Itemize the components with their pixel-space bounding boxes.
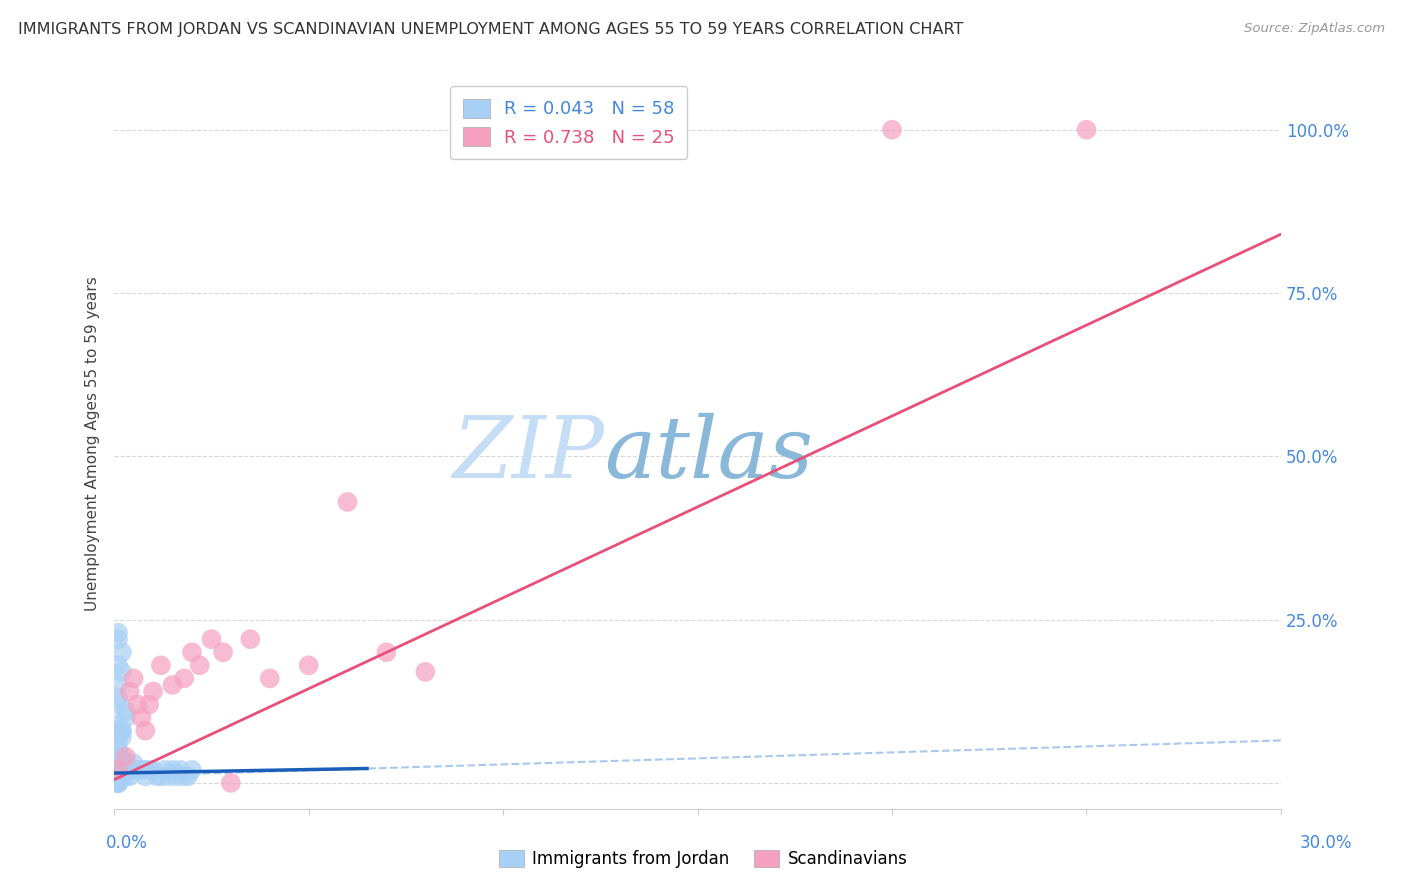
Point bbox=[107, 776, 129, 790]
Point bbox=[122, 672, 145, 686]
Point bbox=[107, 698, 129, 712]
Point bbox=[111, 723, 134, 738]
Point bbox=[173, 672, 195, 686]
Point bbox=[127, 698, 149, 712]
Text: Source: ZipAtlas.com: Source: ZipAtlas.com bbox=[1244, 22, 1385, 36]
Text: 0.0%: 0.0% bbox=[105, 834, 148, 852]
Point bbox=[336, 495, 359, 509]
Point bbox=[134, 769, 156, 783]
Point bbox=[162, 678, 184, 692]
Point bbox=[111, 723, 134, 738]
Point bbox=[142, 684, 165, 698]
Point bbox=[107, 776, 129, 790]
Point bbox=[107, 678, 129, 692]
Point bbox=[880, 122, 903, 136]
Point bbox=[212, 645, 235, 659]
Point bbox=[239, 632, 262, 647]
Point bbox=[173, 769, 195, 783]
Point bbox=[111, 730, 134, 744]
Point bbox=[219, 776, 242, 790]
Point bbox=[415, 665, 437, 679]
Point bbox=[111, 756, 134, 771]
Point bbox=[162, 763, 184, 777]
Point bbox=[165, 769, 187, 783]
Point bbox=[153, 763, 176, 777]
Text: ZIP: ZIP bbox=[453, 413, 605, 496]
Point bbox=[118, 763, 141, 777]
Point bbox=[118, 684, 141, 698]
Point bbox=[134, 723, 156, 738]
Point bbox=[107, 763, 129, 777]
Point bbox=[122, 763, 145, 777]
Point bbox=[107, 776, 129, 790]
Point bbox=[111, 749, 134, 764]
Point bbox=[115, 710, 138, 724]
Point bbox=[107, 776, 129, 790]
Text: atlas: atlas bbox=[605, 413, 813, 496]
Point bbox=[259, 672, 281, 686]
Point bbox=[149, 658, 172, 673]
Legend: Immigrants from Jordan, Scandinavians: Immigrants from Jordan, Scandinavians bbox=[492, 843, 914, 875]
Point bbox=[107, 769, 129, 783]
Point bbox=[177, 769, 200, 783]
Point bbox=[127, 763, 149, 777]
Point bbox=[115, 749, 138, 764]
Point bbox=[107, 769, 129, 783]
Point bbox=[200, 632, 222, 647]
Point bbox=[107, 749, 129, 764]
Point bbox=[115, 769, 138, 783]
Point bbox=[149, 769, 172, 783]
Point bbox=[107, 625, 129, 640]
Point bbox=[107, 749, 129, 764]
Point bbox=[131, 763, 153, 777]
Point bbox=[111, 645, 134, 659]
Point bbox=[157, 769, 180, 783]
Text: IMMIGRANTS FROM JORDAN VS SCANDINAVIAN UNEMPLOYMENT AMONG AGES 55 TO 59 YEARS CO: IMMIGRANTS FROM JORDAN VS SCANDINAVIAN U… bbox=[18, 22, 963, 37]
Point bbox=[107, 769, 129, 783]
Point bbox=[111, 769, 134, 783]
Point bbox=[188, 658, 211, 673]
Point bbox=[138, 698, 160, 712]
Point bbox=[115, 763, 138, 777]
Point bbox=[107, 763, 129, 777]
Point bbox=[298, 658, 321, 673]
Point bbox=[107, 776, 129, 790]
Point bbox=[107, 743, 129, 757]
Point bbox=[169, 763, 191, 777]
Text: 30.0%: 30.0% bbox=[1301, 834, 1353, 852]
Point bbox=[1076, 122, 1098, 136]
Point bbox=[111, 665, 134, 679]
Point bbox=[107, 756, 129, 771]
Point bbox=[115, 704, 138, 718]
Point bbox=[107, 723, 129, 738]
Point bbox=[181, 645, 204, 659]
Point bbox=[107, 658, 129, 673]
Point bbox=[107, 737, 129, 751]
Point bbox=[107, 769, 129, 783]
Point bbox=[181, 763, 204, 777]
Point bbox=[131, 710, 153, 724]
Point bbox=[107, 776, 129, 790]
Y-axis label: Unemployment Among Ages 55 to 59 years: Unemployment Among Ages 55 to 59 years bbox=[86, 276, 100, 611]
Point bbox=[138, 763, 160, 777]
Point bbox=[122, 756, 145, 771]
Point bbox=[107, 690, 129, 705]
Point bbox=[142, 763, 165, 777]
Point bbox=[134, 763, 156, 777]
Point bbox=[375, 645, 398, 659]
Point bbox=[107, 632, 129, 647]
Point bbox=[115, 756, 138, 771]
Point bbox=[118, 769, 141, 783]
Point bbox=[111, 763, 134, 777]
Point bbox=[146, 769, 169, 783]
Legend: R = 0.043   N = 58, R = 0.738   N = 25: R = 0.043 N = 58, R = 0.738 N = 25 bbox=[450, 87, 688, 160]
Point bbox=[107, 717, 129, 731]
